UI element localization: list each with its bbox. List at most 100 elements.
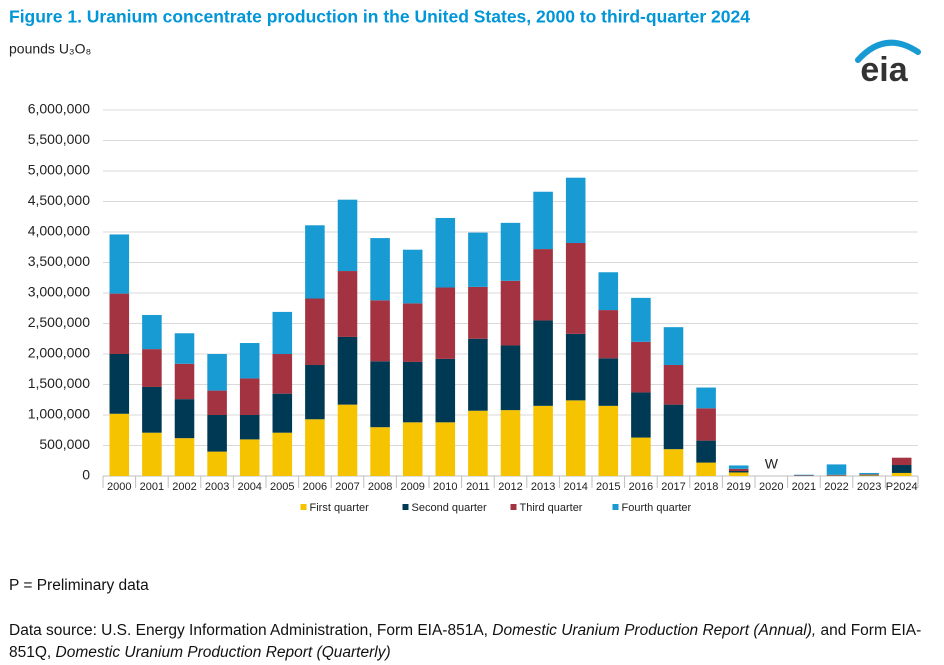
x-tick-label: 2002 <box>172 481 196 493</box>
bar-segment <box>435 287 456 359</box>
bar-segment <box>370 238 390 301</box>
bar-segment <box>272 311 293 354</box>
bar-segment <box>337 336 358 405</box>
bar-segment <box>500 280 521 346</box>
bar-segment <box>174 333 195 364</box>
legend-swatch <box>402 504 409 510</box>
bar-segment <box>728 468 749 471</box>
bar-segment <box>272 393 293 433</box>
bar-segment <box>598 358 619 406</box>
bar-segment <box>565 177 586 243</box>
bar-segment <box>891 465 912 473</box>
bar-segment <box>207 451 227 476</box>
bar-segment <box>207 354 227 391</box>
x-tick-label: 2008 <box>368 481 392 493</box>
legend-swatch <box>510 504 517 510</box>
x-tick-label: 2005 <box>270 481 294 493</box>
bar-segment <box>533 405 553 476</box>
bar-segment <box>696 387 716 409</box>
bar-segment <box>109 234 130 294</box>
x-tick-label: 2003 <box>205 481 229 493</box>
bar-segment <box>174 399 195 439</box>
y-tick-label: 2,000,000 <box>28 345 90 361</box>
chart: Figure 1. Uranium concentrate production… <box>9 7 921 514</box>
bar-segment <box>435 217 456 288</box>
bar-segment <box>533 249 553 321</box>
bar-segment <box>696 440 716 463</box>
bar-segment <box>826 464 847 475</box>
x-tick-label: 2012 <box>498 481 522 493</box>
legend-swatch <box>300 504 307 510</box>
bar-segment <box>728 465 749 469</box>
bar-segment <box>598 272 619 311</box>
x-tick-label: 2015 <box>596 481 620 493</box>
bar-segment <box>565 242 586 334</box>
y-tick-label: 5,500,000 <box>28 131 90 147</box>
bar-segment <box>663 449 684 476</box>
bar-segment <box>109 293 130 354</box>
bar-segment <box>728 470 749 473</box>
bar-segment <box>402 422 423 476</box>
legend-label: Fourth quarter <box>622 502 692 514</box>
y-tick-label: 4,000,000 <box>28 223 90 239</box>
y-tick-label: 4,500,000 <box>28 192 90 208</box>
y-tick-label: 3,000,000 <box>28 284 90 300</box>
x-tick-label: 2016 <box>629 481 653 493</box>
bar-segment <box>631 297 651 342</box>
x-tick-label: 2004 <box>237 481 261 493</box>
bar-segment <box>207 415 227 452</box>
bar-segment <box>663 327 684 365</box>
legend-swatch <box>612 504 619 510</box>
x-tick-label: 2022 <box>824 481 848 493</box>
bar-segment <box>239 378 260 415</box>
source-part: Data source: U.S. Energy Information Adm… <box>9 622 493 639</box>
bar-segment <box>142 314 162 350</box>
bar-segment <box>370 427 390 476</box>
bar-segment <box>239 343 260 379</box>
bar-segment <box>598 405 619 476</box>
bar-segment <box>402 303 423 362</box>
y-axis-label: pounds U₃O₈ <box>9 41 91 57</box>
y-tick-label: 500,000 <box>39 436 90 452</box>
bar-segment <box>696 408 716 441</box>
bar-segment <box>533 320 553 406</box>
y-tick-label: 1,500,000 <box>28 375 90 391</box>
bar-segment <box>500 222 521 281</box>
x-tick-label: 2007 <box>335 481 359 493</box>
bar-segment <box>891 457 912 466</box>
bar-segment <box>631 437 651 476</box>
bar-segment <box>859 472 879 475</box>
bar-segment <box>239 415 260 440</box>
bar-segment <box>435 422 456 476</box>
bar-segment <box>826 474 847 476</box>
bar-segment <box>859 474 879 475</box>
bar-segment <box>337 404 358 476</box>
x-tick-label: 2020 <box>759 481 783 493</box>
bar-segment <box>468 286 488 339</box>
y-tick-label: 1,000,000 <box>28 406 90 422</box>
x-tick-label: P2024 <box>886 481 918 493</box>
y-tick-label: 3,500,000 <box>28 253 90 269</box>
y-tick-label: 5,000,000 <box>28 162 90 178</box>
x-tick-label: 2019 <box>726 481 750 493</box>
bar-segment <box>272 354 293 394</box>
logo: eia <box>860 51 908 89</box>
bar-segment <box>142 349 162 387</box>
x-tick-label: 2000 <box>107 481 131 493</box>
bar-segment <box>109 413 130 476</box>
bar-segment <box>402 249 423 304</box>
bar-segment <box>109 354 130 414</box>
y-tick-label: 2,500,000 <box>28 314 90 330</box>
bar-segment <box>663 404 684 450</box>
bar-segment <box>533 191 553 250</box>
x-tick-label: 2006 <box>303 481 327 493</box>
note: P = Preliminary data <box>9 577 149 594</box>
bar-segment <box>631 392 651 438</box>
x-tick-label: 2009 <box>400 481 424 493</box>
bar-segment <box>565 400 586 476</box>
bar-segment <box>305 225 325 299</box>
x-tick-label: 2014 <box>563 481 587 493</box>
bar-segment <box>663 364 684 405</box>
source-part: and Form EIA-851Q, <box>9 622 922 661</box>
bar-segment <box>142 386 162 433</box>
